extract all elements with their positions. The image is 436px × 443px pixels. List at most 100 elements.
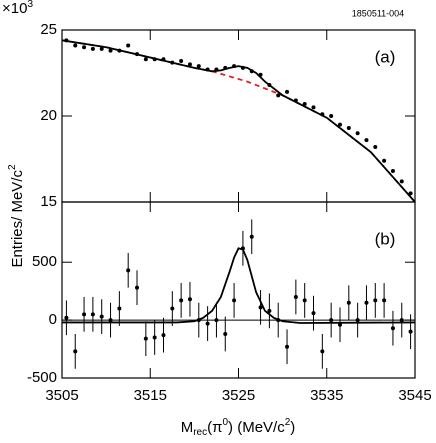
x-tick-label: 3525 bbox=[222, 387, 255, 404]
background-curve bbox=[61, 39, 416, 203]
plot-frame bbox=[61, 29, 416, 203]
y-label-sup: 2 bbox=[7, 164, 18, 170]
data-point bbox=[399, 179, 404, 184]
data-point bbox=[170, 60, 175, 65]
data-point bbox=[117, 48, 122, 53]
panel-label: (b) bbox=[375, 229, 396, 248]
data-point bbox=[302, 298, 307, 303]
x-tick-label: 3545 bbox=[398, 387, 431, 404]
y-tick-label: 25 bbox=[40, 21, 57, 38]
data-point bbox=[382, 158, 387, 163]
axis-multiplier: ×103 bbox=[2, 0, 33, 17]
data-point bbox=[285, 344, 290, 349]
data-point bbox=[293, 294, 298, 299]
data-point bbox=[90, 46, 95, 51]
data-point bbox=[205, 321, 210, 326]
data-point bbox=[90, 312, 95, 317]
data-point bbox=[143, 57, 148, 62]
data-point bbox=[214, 67, 219, 72]
data-point bbox=[232, 64, 237, 69]
data-point bbox=[135, 52, 140, 57]
x-tick-label: 3515 bbox=[134, 387, 167, 404]
data-point bbox=[355, 318, 360, 323]
multiplier-exp: 3 bbox=[27, 0, 33, 10]
y-tick-label: 0 bbox=[49, 311, 57, 328]
data-point bbox=[64, 315, 69, 320]
data-point bbox=[232, 298, 237, 303]
data-point bbox=[187, 62, 192, 67]
data-point bbox=[143, 336, 148, 341]
data-point bbox=[346, 300, 351, 305]
data-point bbox=[258, 72, 263, 77]
data-point bbox=[337, 122, 342, 127]
x-label-part: (π bbox=[207, 419, 222, 436]
data-point bbox=[117, 306, 122, 311]
data-point bbox=[293, 98, 298, 103]
fit-curve bbox=[61, 39, 416, 203]
fit-curve bbox=[62, 247, 416, 324]
data-point bbox=[82, 45, 87, 50]
data-point bbox=[179, 298, 184, 303]
data-point bbox=[408, 191, 413, 196]
data-point bbox=[373, 144, 378, 149]
data-point bbox=[82, 312, 87, 317]
data-point bbox=[196, 64, 201, 69]
multiplier-base: ×10 bbox=[2, 0, 27, 17]
panel-label: (a) bbox=[375, 47, 396, 66]
data-point bbox=[302, 101, 307, 106]
data-point bbox=[346, 126, 351, 131]
data-point bbox=[152, 57, 157, 62]
figure-id: 1850511-004 bbox=[352, 8, 404, 18]
data-point bbox=[99, 46, 104, 51]
data-point bbox=[205, 67, 210, 72]
data-point bbox=[364, 300, 369, 305]
data-point bbox=[126, 43, 131, 48]
data-point bbox=[73, 349, 78, 354]
y-tick-label: 500 bbox=[32, 253, 57, 270]
data-point bbox=[170, 306, 175, 311]
y-tick-label: 15 bbox=[40, 193, 57, 210]
data-point bbox=[311, 311, 316, 316]
data-point bbox=[267, 83, 272, 88]
data-point bbox=[108, 318, 113, 323]
data-point bbox=[390, 326, 395, 331]
data-point bbox=[285, 89, 290, 94]
x-tick-label: 3535 bbox=[310, 387, 343, 404]
data-point bbox=[214, 318, 219, 323]
data-point bbox=[64, 38, 69, 43]
data-point bbox=[390, 169, 395, 174]
x-label-sup: 0 bbox=[222, 417, 228, 428]
x-label-part: ) bbox=[290, 419, 295, 436]
data-point bbox=[249, 69, 254, 74]
data-point bbox=[187, 297, 192, 302]
data-point bbox=[311, 105, 316, 110]
data-point bbox=[329, 318, 334, 323]
data-point bbox=[276, 93, 281, 98]
y-tick-label: 20 bbox=[40, 107, 57, 124]
data-point bbox=[135, 285, 140, 290]
data-point bbox=[373, 298, 378, 303]
x-tick-label: 3505 bbox=[45, 387, 78, 404]
data-point bbox=[240, 65, 245, 70]
x-label-sup: 2 bbox=[285, 417, 291, 428]
data-point bbox=[179, 58, 184, 63]
x-label-part: ) (MeV/c bbox=[228, 419, 285, 436]
y-label-text: Entries/ MeV/c bbox=[9, 170, 26, 268]
data-point bbox=[73, 43, 78, 48]
y-axis-label: Entries/ MeV/c2 bbox=[7, 164, 26, 268]
x-axis-label: Mrec(π0) (MeV/c2) bbox=[181, 417, 296, 438]
data-point bbox=[364, 138, 369, 143]
data-point bbox=[329, 114, 334, 118]
data-point bbox=[399, 318, 404, 323]
data-point bbox=[223, 332, 228, 336]
data-point bbox=[337, 322, 342, 327]
y-tick-label: -500 bbox=[27, 369, 57, 386]
data-point bbox=[161, 333, 166, 338]
data-point bbox=[355, 131, 360, 136]
data-point bbox=[267, 308, 272, 313]
data-point bbox=[223, 65, 228, 70]
data-point bbox=[126, 268, 131, 273]
data-point bbox=[152, 335, 157, 340]
data-point bbox=[258, 305, 263, 310]
